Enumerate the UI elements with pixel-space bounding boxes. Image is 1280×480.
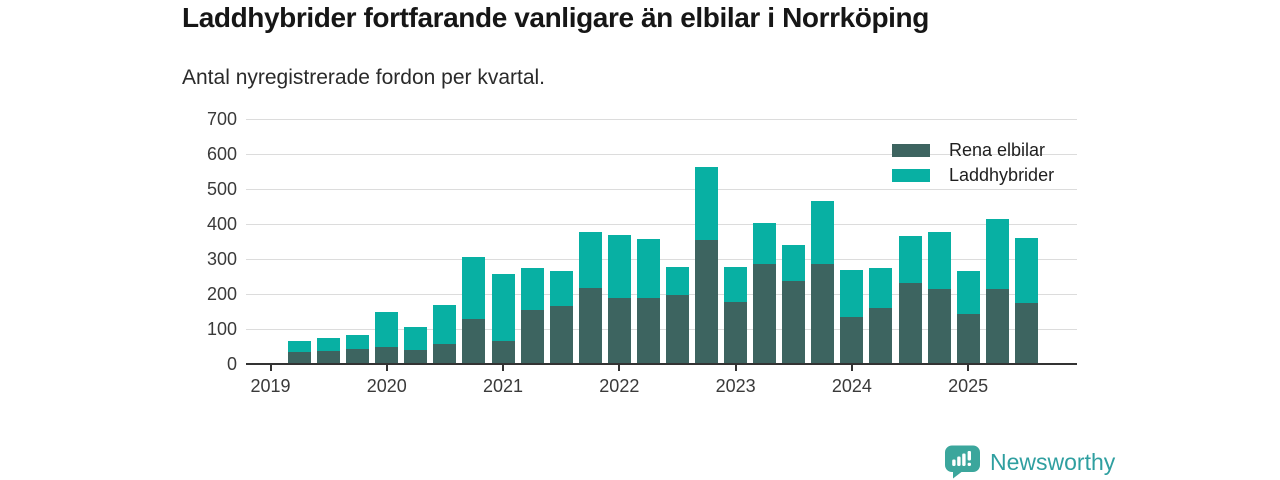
bar-segment-rena-elbilar (665, 294, 689, 364)
bar-segment-laddhybrider (578, 231, 602, 289)
legend-item-laddhybrider: Laddhybrider (892, 163, 1054, 188)
newsworthy-logo[interactable]: Newsworthy (944, 445, 1115, 479)
bar-segment-laddhybrider (491, 274, 515, 341)
chart-title: Laddhybrider fortfarande vanligare än el… (182, 2, 929, 33)
x-axis-line (246, 363, 1077, 365)
legend-item-rena-elbilar: Rena elbilar (892, 138, 1054, 163)
bar-segment-rena-elbilar (985, 288, 1009, 364)
bar-segment-rena-elbilar (491, 340, 515, 364)
gridline (246, 223, 1077, 225)
bar-segment-rena-elbilar (462, 319, 486, 364)
x-axis-label: 2023 (715, 376, 756, 396)
bar-segment-rena-elbilar (288, 352, 312, 364)
x-axis-label: 2019 (250, 376, 291, 396)
x-axis-tick-mark (618, 365, 621, 371)
x-axis-tick-mark (734, 365, 737, 371)
bar-segment-rena-elbilar (346, 348, 370, 364)
bar-segment-rena-elbilar (695, 240, 719, 364)
bar-segment-laddhybrider (346, 334, 370, 349)
bar-segment-rena-elbilar (520, 310, 544, 364)
legend-swatch-rena-elbilar (892, 144, 930, 157)
bar-segment-laddhybrider (433, 305, 457, 344)
gridline (246, 118, 1077, 120)
legend-swatch-laddhybrider (892, 169, 930, 182)
bar-segment-laddhybrider (375, 311, 399, 347)
y-axis-label: 100 (206, 319, 237, 339)
bar-segment-rena-elbilar (636, 298, 660, 364)
bar-segment-laddhybrider (404, 327, 428, 351)
bar-segment-laddhybrider (607, 234, 631, 298)
bar-segment-rena-elbilar (578, 288, 602, 364)
y-axis-label: 200 (206, 284, 237, 304)
x-axis-label: 2022 (599, 376, 640, 396)
y-axis-label: 0 (226, 354, 237, 374)
bar-segment-rena-elbilar (317, 350, 341, 364)
x-axis-label: 2020 (366, 376, 407, 396)
bar-segment-laddhybrider (956, 270, 980, 315)
bar-segment-laddhybrider (753, 222, 777, 264)
bar-segment-laddhybrider (1014, 238, 1038, 304)
gridline (246, 153, 1077, 155)
y-axis-label: 600 (206, 144, 237, 164)
bar-segment-laddhybrider (549, 271, 573, 307)
bar-segment-rena-elbilar (404, 350, 428, 364)
bar-segment-laddhybrider (695, 167, 719, 241)
gridline (246, 328, 1077, 330)
bar-segment-laddhybrider (869, 268, 893, 308)
bar-segment-laddhybrider (840, 269, 864, 317)
legend: Rena elbilar Laddhybrider (892, 138, 1054, 188)
bar-segment-laddhybrider (665, 266, 689, 295)
bar-segment-laddhybrider (927, 232, 951, 290)
newsworthy-logo-text: Newsworthy (990, 448, 1116, 475)
bar-segment-laddhybrider (636, 239, 660, 299)
bar-segment-rena-elbilar (1014, 303, 1038, 364)
bar-segment-laddhybrider (811, 200, 835, 265)
bar-segment-laddhybrider (724, 267, 748, 303)
chart-subtitle: Antal nyregistrerade fordon per kvartal. (182, 66, 546, 89)
legend-label-laddhybrider: Laddhybrider (949, 165, 1055, 185)
bar-segment-laddhybrider (288, 340, 312, 353)
x-axis-tick-mark (502, 365, 505, 371)
bar-segment-rena-elbilar (549, 306, 573, 364)
bar-segment-rena-elbilar (782, 280, 806, 364)
bar-segment-rena-elbilar (898, 282, 922, 364)
bar-segment-laddhybrider (898, 235, 922, 283)
bar-segment-laddhybrider (782, 245, 806, 281)
legend-label-rena-elbilar: Rena elbilar (949, 140, 1046, 160)
gridline (246, 258, 1077, 260)
x-axis-label: 2021 (483, 376, 524, 396)
bar-segment-rena-elbilar (956, 314, 980, 364)
x-axis-label: 2025 (948, 376, 989, 396)
bar-segment-rena-elbilar (927, 289, 951, 364)
bar-segment-laddhybrider (462, 256, 486, 320)
x-axis-tick-mark (385, 365, 388, 371)
bar-segment-rena-elbilar (375, 346, 399, 364)
bar-segment-rena-elbilar (724, 302, 748, 364)
gridline (246, 293, 1077, 295)
bar-segment-rena-elbilar (753, 263, 777, 364)
y-axis-label: 300 (206, 249, 237, 269)
gridline (246, 188, 1077, 190)
bar-segment-laddhybrider (985, 219, 1009, 289)
x-axis-label: 2024 (831, 376, 872, 396)
y-axis-label: 500 (206, 179, 237, 199)
bar-segment-rena-elbilar (811, 264, 835, 364)
bar-segment-rena-elbilar (607, 297, 631, 364)
y-axis-label: 700 (206, 109, 237, 129)
x-axis-tick-mark (269, 365, 272, 371)
bar-segment-rena-elbilar (869, 308, 893, 364)
y-axis-label: 400 (206, 214, 237, 234)
x-axis-tick-mark (967, 365, 970, 371)
bar-segment-rena-elbilar (433, 343, 457, 364)
newsworthy-bubble-chart-icon (945, 445, 980, 479)
bar-segment-laddhybrider (317, 338, 341, 351)
x-axis-tick-mark (850, 365, 853, 371)
bar-segment-laddhybrider (520, 267, 544, 311)
bar-segment-rena-elbilar (840, 316, 864, 364)
